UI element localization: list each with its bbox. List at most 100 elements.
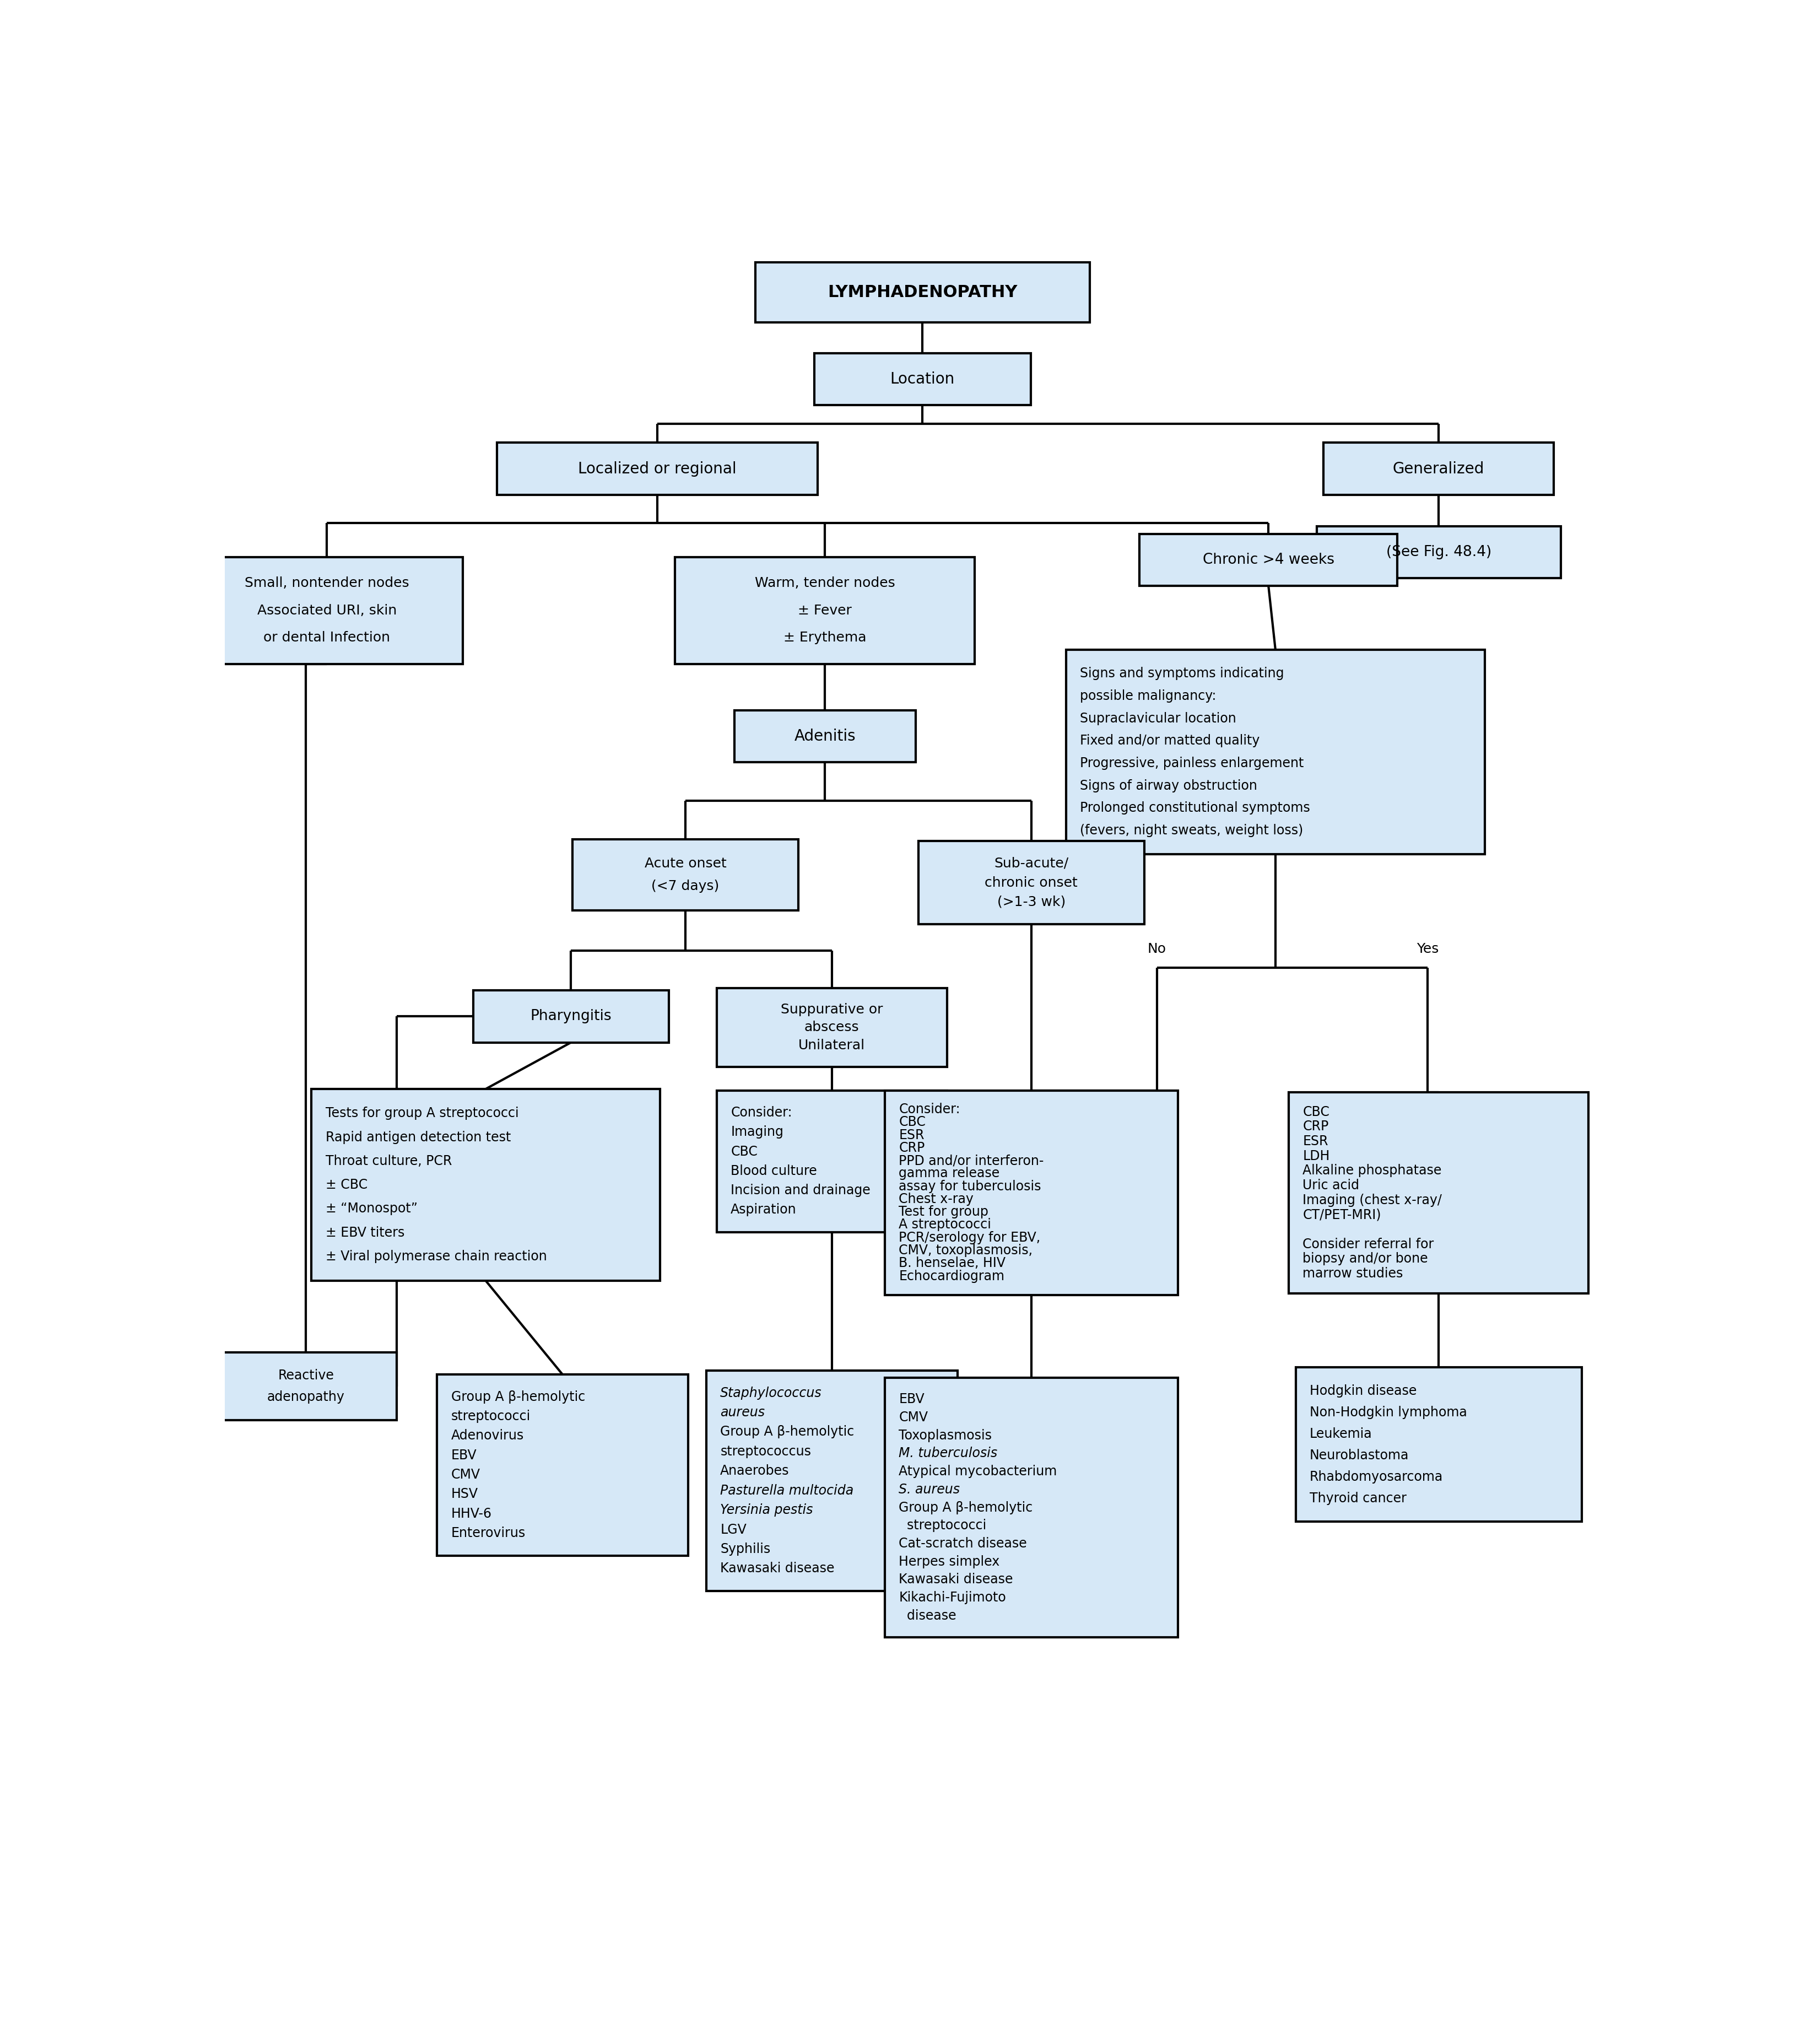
Text: Chronic >4 weeks: Chronic >4 weeks: [1202, 552, 1334, 568]
Text: ± “Monospot”: ± “Monospot”: [326, 1202, 418, 1216]
Text: Associated URI, skin: Associated URI, skin: [257, 603, 396, 617]
FancyBboxPatch shape: [437, 1374, 688, 1555]
Text: Kawasaki disease: Kawasaki disease: [720, 1562, 835, 1576]
Text: Staphylococcus: Staphylococcus: [720, 1386, 823, 1400]
FancyBboxPatch shape: [814, 354, 1031, 405]
Text: CBC: CBC: [1303, 1106, 1330, 1118]
Text: Group A β-hemolytic: Group A β-hemolytic: [720, 1425, 855, 1439]
Text: Consider referral for: Consider referral for: [1303, 1237, 1435, 1251]
Text: EBV: EBV: [898, 1392, 925, 1406]
Text: ± Viral polymerase chain reaction: ± Viral polymerase chain reaction: [326, 1249, 547, 1263]
FancyBboxPatch shape: [1296, 1367, 1582, 1521]
Text: M. tuberculosis: M. tuberculosis: [898, 1447, 997, 1459]
Text: streptococcus: streptococcus: [720, 1445, 812, 1457]
Text: Warm, tender nodes: Warm, tender nodes: [754, 576, 895, 591]
Text: CRP: CRP: [898, 1141, 925, 1155]
Text: Thyroid cancer: Thyroid cancer: [1310, 1492, 1406, 1504]
Text: Progressive, painless enlargement: Progressive, painless enlargement: [1080, 756, 1303, 771]
Text: Location: Location: [891, 372, 954, 386]
Text: HSV: HSV: [452, 1488, 479, 1500]
Text: CT/PET-MRI): CT/PET-MRI): [1303, 1208, 1381, 1222]
FancyBboxPatch shape: [918, 840, 1145, 924]
Text: HHV-6: HHV-6: [452, 1506, 491, 1521]
Text: PPD and/or interferon-: PPD and/or interferon-: [898, 1155, 1044, 1167]
Text: CBC: CBC: [898, 1116, 925, 1128]
Text: CBC: CBC: [731, 1145, 758, 1159]
FancyBboxPatch shape: [756, 262, 1091, 323]
Text: ± CBC: ± CBC: [326, 1177, 367, 1192]
Text: ± Fever: ± Fever: [797, 603, 851, 617]
Text: CMV: CMV: [898, 1410, 929, 1425]
Text: Rhabdomyosarcoma: Rhabdomyosarcoma: [1310, 1470, 1444, 1484]
Text: Imaging (chest x-ray/: Imaging (chest x-ray/: [1303, 1194, 1442, 1206]
FancyBboxPatch shape: [1316, 525, 1561, 578]
Text: adenopathy: adenopathy: [266, 1390, 346, 1404]
FancyBboxPatch shape: [1323, 444, 1553, 495]
FancyBboxPatch shape: [716, 1089, 947, 1233]
Text: A streptococci: A streptococci: [898, 1218, 992, 1230]
Text: abscess: abscess: [805, 1020, 859, 1034]
Text: S. aureus: S. aureus: [898, 1482, 959, 1496]
Text: ± EBV titers: ± EBV titers: [326, 1226, 405, 1239]
Text: (>1-3 wk): (>1-3 wk): [997, 895, 1066, 910]
Text: or dental Infection: or dental Infection: [263, 632, 391, 644]
FancyBboxPatch shape: [497, 444, 817, 495]
Text: Sub-acute/: Sub-acute/: [994, 856, 1069, 871]
FancyBboxPatch shape: [886, 1089, 1177, 1296]
Text: (fevers, night sweats, weight loss): (fevers, night sweats, weight loss): [1080, 824, 1303, 838]
Text: Cat-scratch disease: Cat-scratch disease: [898, 1537, 1028, 1549]
Text: possible malignancy:: possible malignancy:: [1080, 689, 1217, 703]
Text: Enterovirus: Enterovirus: [452, 1527, 526, 1539]
Text: Blood culture: Blood culture: [731, 1165, 817, 1177]
Text: CMV, toxoplasmosis,: CMV, toxoplasmosis,: [898, 1245, 1033, 1257]
Text: Test for group: Test for group: [898, 1206, 988, 1218]
FancyBboxPatch shape: [1066, 650, 1485, 854]
Text: Imaging: Imaging: [731, 1126, 783, 1139]
Text: Localized or regional: Localized or regional: [578, 462, 736, 476]
Text: Neuroblastoma: Neuroblastoma: [1310, 1449, 1409, 1461]
Text: Leukemia: Leukemia: [1310, 1427, 1372, 1441]
Text: Unilateral: Unilateral: [799, 1038, 866, 1053]
Text: Uric acid: Uric acid: [1303, 1179, 1359, 1192]
Text: Non-Hodgkin lymphoma: Non-Hodgkin lymphoma: [1310, 1406, 1467, 1419]
Text: Suppurative or: Suppurative or: [781, 1004, 884, 1016]
Text: Small, nontender nodes: Small, nontender nodes: [245, 576, 409, 591]
Text: Atypical mycobacterium: Atypical mycobacterium: [898, 1466, 1057, 1478]
Text: Group A β-hemolytic: Group A β-hemolytic: [898, 1500, 1033, 1515]
Text: Acute onset: Acute onset: [644, 856, 727, 871]
Text: Incision and drainage: Incision and drainage: [731, 1183, 871, 1198]
Text: assay for tuberculosis: assay for tuberculosis: [898, 1179, 1040, 1194]
Text: chronic onset: chronic onset: [985, 877, 1078, 889]
Text: aureus: aureus: [720, 1406, 765, 1419]
Text: Supraclavicular location: Supraclavicular location: [1080, 711, 1237, 726]
Text: Fixed and/or matted quality: Fixed and/or matted quality: [1080, 734, 1260, 748]
Text: Generalized: Generalized: [1393, 462, 1485, 476]
FancyBboxPatch shape: [473, 991, 668, 1042]
Text: Tests for group A streptococci: Tests for group A streptococci: [326, 1106, 518, 1120]
Text: Aspiration: Aspiration: [731, 1204, 797, 1216]
Text: Echocardiogram: Echocardiogram: [898, 1269, 1004, 1284]
Text: CMV: CMV: [452, 1468, 481, 1482]
Text: Prolonged constitutional symptoms: Prolonged constitutional symptoms: [1080, 801, 1310, 816]
Text: Signs of airway obstruction: Signs of airway obstruction: [1080, 779, 1258, 793]
FancyBboxPatch shape: [216, 1353, 396, 1421]
Text: LGV: LGV: [720, 1523, 747, 1537]
FancyBboxPatch shape: [886, 1378, 1177, 1637]
Text: LDH: LDH: [1303, 1149, 1330, 1163]
FancyBboxPatch shape: [675, 556, 976, 664]
Text: (See Fig. 48.4): (See Fig. 48.4): [1386, 546, 1492, 560]
Text: Yersinia pestis: Yersinia pestis: [720, 1504, 814, 1517]
Text: Consider:: Consider:: [898, 1104, 959, 1116]
FancyBboxPatch shape: [734, 711, 916, 762]
Text: biopsy and/or bone: biopsy and/or bone: [1303, 1253, 1427, 1265]
Text: ESR: ESR: [898, 1128, 925, 1143]
Text: Hodgkin disease: Hodgkin disease: [1310, 1384, 1417, 1398]
Text: streptococci: streptococci: [898, 1519, 986, 1533]
Text: Herpes simplex: Herpes simplex: [898, 1555, 999, 1568]
Text: Signs and symptoms indicating: Signs and symptoms indicating: [1080, 666, 1283, 681]
Text: Consider:: Consider:: [731, 1106, 792, 1120]
Text: gamma release: gamma release: [898, 1167, 999, 1179]
Text: disease: disease: [898, 1609, 956, 1623]
FancyBboxPatch shape: [1289, 1091, 1589, 1294]
Text: Pasturella multocida: Pasturella multocida: [720, 1484, 853, 1496]
